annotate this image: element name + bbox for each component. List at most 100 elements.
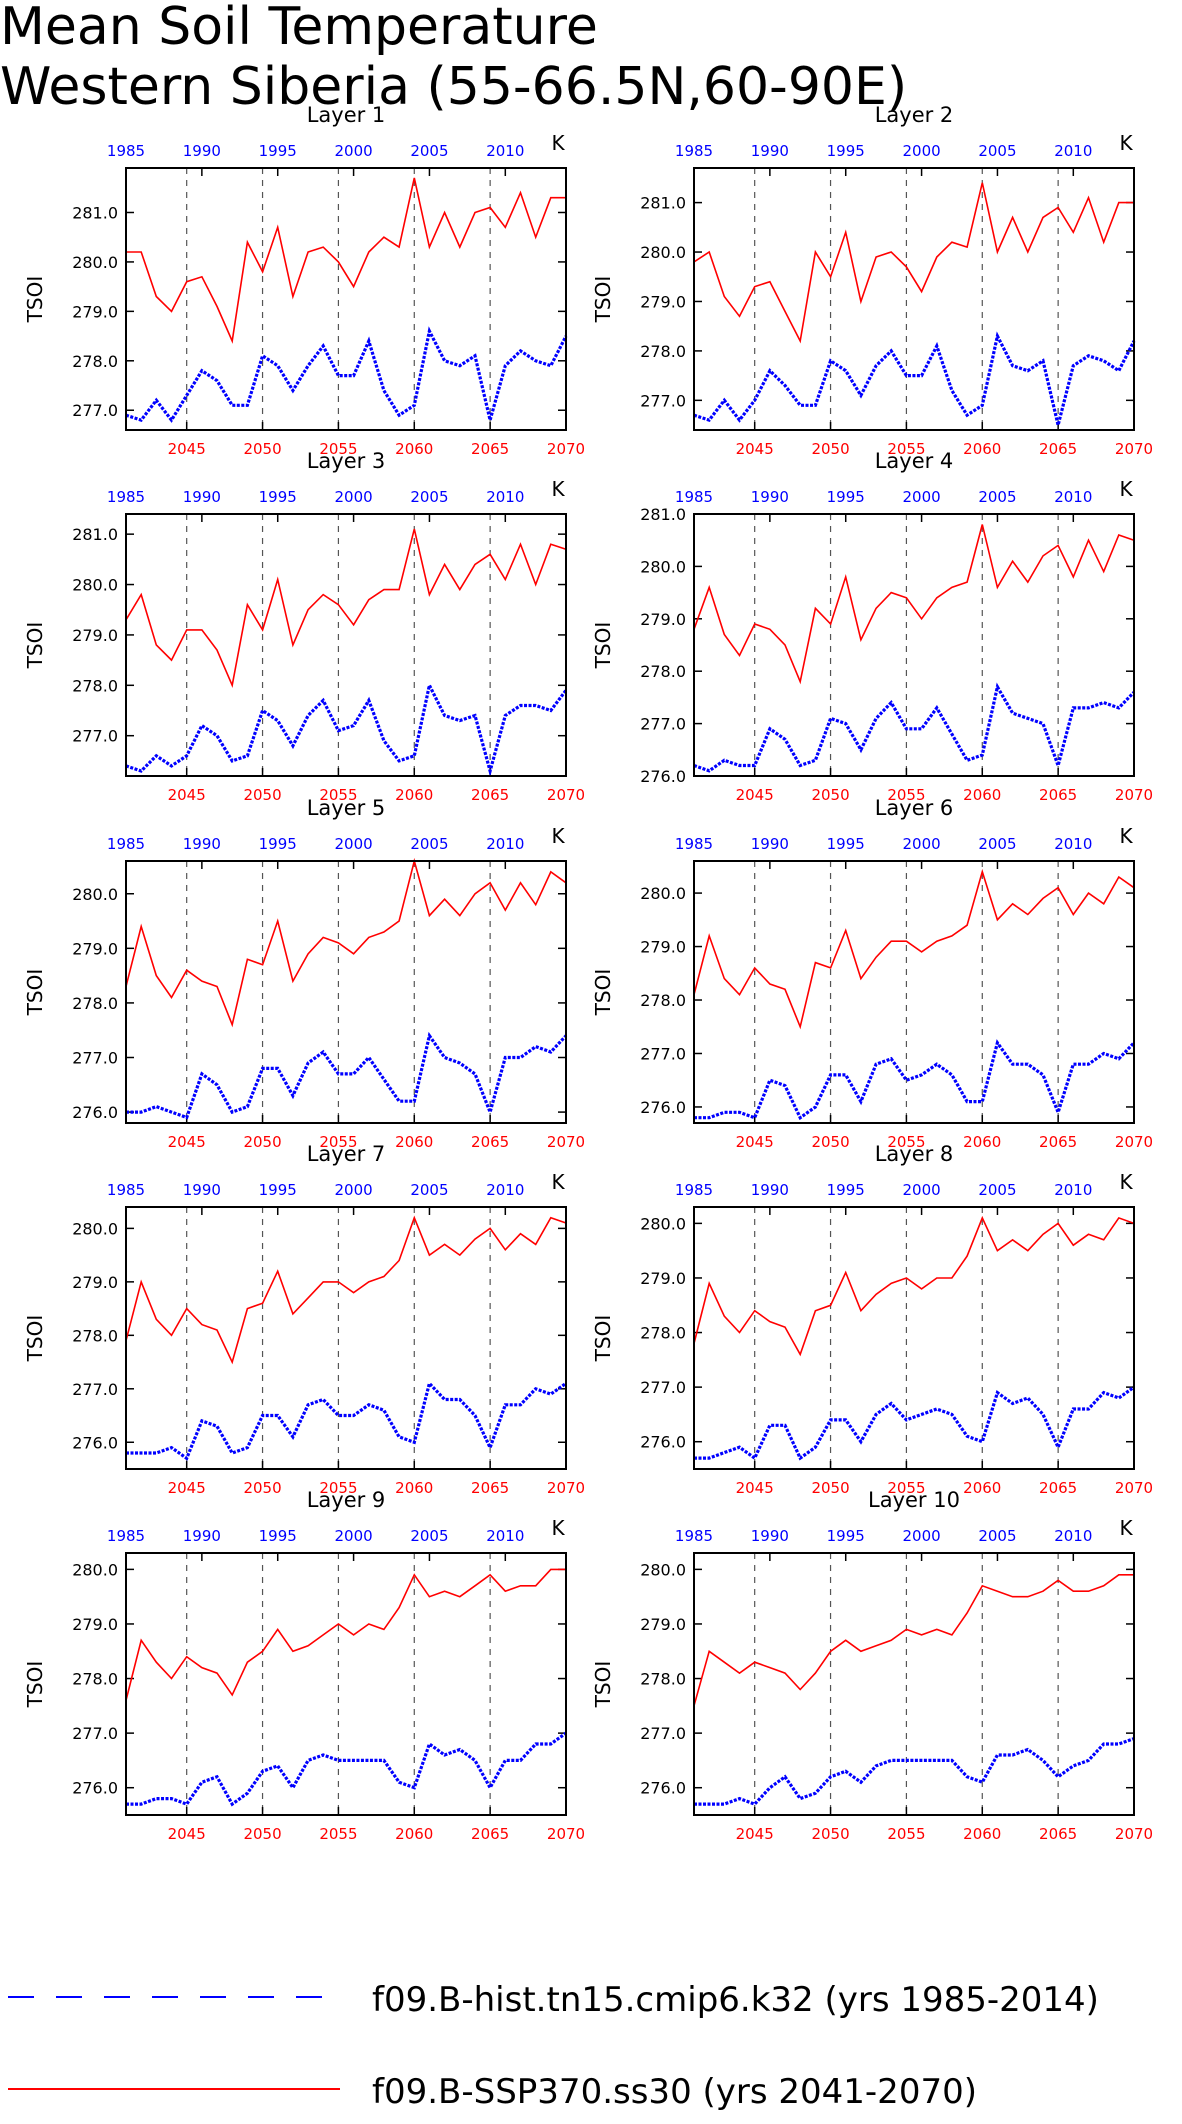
x-tick-label-top: 2005 [978, 1527, 1016, 1545]
series-line-ssp [126, 177, 566, 344]
y-tick-label: 277.0 [640, 1724, 686, 1743]
y-tick-label: 276.0 [640, 1098, 686, 1117]
x-tick-label-bottom: 2050 [811, 1479, 849, 1497]
series-line-hist [125, 680, 568, 778]
units-label: K [551, 477, 565, 501]
panel-title: Layer 3 [307, 449, 386, 473]
y-tick-label: 279.0 [640, 610, 686, 629]
x-tick-label-top: 2010 [1054, 142, 1092, 160]
y-axis-label: TSOI [591, 1315, 615, 1363]
x-tick-label-bottom: 2060 [963, 786, 1001, 804]
x-tick-label-bottom: 2065 [471, 1133, 509, 1151]
panel-layer-4: Layer 4 K TSOI 2045 2050 2055 2060 2065 2070 1985… [591, 449, 1153, 804]
x-tick-label-bottom: 2055 [887, 440, 925, 458]
panel-title: Layer 2 [875, 103, 954, 127]
x-tick-label-bottom: 2045 [168, 1479, 206, 1497]
x-tick-label-top: 2010 [486, 1181, 524, 1199]
series-line-ssp [125, 857, 567, 1028]
x-tick-label-top: 1985 [675, 142, 713, 160]
y-axis-label: TSOI [23, 276, 47, 324]
x-tick-label-top: 1985 [107, 835, 145, 853]
x-tick-label-bottom: 2060 [395, 1825, 433, 1843]
panel-layer-1: Layer 1 K TSOI 2045 2050 2055 2060 2065 2070 1985… [23, 103, 585, 458]
x-tick-label-bottom: 2065 [471, 1825, 509, 1843]
units-label: K [1119, 131, 1133, 155]
x-tick-label-top: 1990 [183, 1527, 221, 1545]
x-tick-label-top: 1995 [259, 1527, 297, 1545]
x-tick-label-bottom: 2060 [963, 1825, 1001, 1843]
units-label: K [551, 1170, 565, 1194]
x-tick-label-top: 1990 [751, 1527, 789, 1545]
panels: Layer 1 K TSOI 2045 2050 2055 2060 2065 2070 1985… [23, 103, 1153, 1843]
series-line-hist [125, 326, 568, 423]
x-tick-label-bottom: 2060 [963, 1133, 1001, 1151]
y-tick-label: 276.0 [72, 1103, 118, 1122]
x-tick-label-bottom: 2060 [395, 440, 433, 458]
x-tick-label-top: 1995 [259, 835, 297, 853]
x-tick-label-bottom: 2070 [547, 440, 585, 458]
x-tick-label-top: 1995 [827, 1527, 865, 1545]
x-tick-label-top: 2010 [1054, 835, 1092, 853]
y-tick-label: 278.0 [72, 1326, 118, 1345]
y-tick-label: 278.0 [72, 1670, 118, 1689]
x-tick-label-top: 2005 [410, 142, 448, 160]
panel-layer-2: Layer 2 K TSOI 2045 2050 2055 2060 2065 2070 1985… [591, 103, 1153, 458]
x-tick-label-top: 1985 [107, 1181, 145, 1199]
series-line-ssp [693, 1215, 1135, 1357]
x-tick-label-top: 1990 [183, 1181, 221, 1199]
y-tick-label: 278.0 [72, 676, 118, 695]
y-tick-label: 280.0 [640, 557, 686, 576]
y-axis-label: TSOI [591, 969, 615, 1017]
y-tick-label: 278.0 [640, 662, 686, 681]
x-tick-label-top: 1985 [675, 835, 713, 853]
plot-frame [125, 1552, 567, 1816]
x-tick-label-top: 1990 [751, 835, 789, 853]
y-tick-label: 279.0 [72, 1615, 118, 1634]
x-tick-label-top: 1990 [183, 142, 221, 160]
x-tick-label-bottom: 2065 [471, 440, 509, 458]
x-tick-label-top: 2000 [334, 1527, 372, 1545]
series-line-hist [694, 1737, 1135, 1806]
x-tick-label-bottom: 2050 [243, 440, 281, 458]
y-tick-label: 277.0 [640, 391, 686, 410]
x-tick-label-top: 2000 [334, 488, 372, 506]
y-tick-label: 278.0 [640, 1324, 686, 1343]
series-line-hist [126, 1031, 568, 1120]
x-tick-label-top: 2010 [486, 1527, 524, 1545]
x-tick-label-top: 1995 [259, 488, 297, 506]
series-line-hist [694, 1039, 1136, 1121]
y-tick-label: 280.0 [640, 1560, 686, 1579]
plot-frame [693, 167, 1135, 431]
x-tick-label-bottom: 2065 [471, 786, 509, 804]
plot-frame [693, 513, 1135, 777]
x-tick-label-top: 2010 [486, 142, 524, 160]
units-label: K [551, 824, 565, 848]
x-tick-label-bottom: 2045 [736, 1825, 774, 1843]
x-tick-label-top: 1995 [259, 1181, 297, 1199]
x-tick-label-bottom: 2060 [963, 1479, 1001, 1497]
series-line-hist [693, 682, 1136, 773]
x-tick-label-bottom: 2055 [887, 1133, 925, 1151]
y-axis-label: TSOI [23, 622, 47, 670]
plot-frame [693, 1552, 1135, 1816]
x-tick-label-bottom: 2050 [811, 1133, 849, 1151]
units-label: K [551, 131, 565, 155]
x-tick-label-top: 2000 [902, 1527, 940, 1545]
y-axis-label: TSOI [23, 1315, 47, 1363]
x-tick-label-top: 2010 [486, 488, 524, 506]
plot-frame [693, 860, 1135, 1124]
x-tick-label-top: 1985 [675, 488, 713, 506]
x-tick-label-bottom: 2045 [736, 1133, 774, 1151]
x-tick-label-bottom: 2055 [319, 786, 357, 804]
x-tick-label-bottom: 2045 [168, 1133, 206, 1151]
figure-title-line2: Western Siberia (55-66.5N,60-90E) [0, 57, 907, 117]
y-tick-label: 280.0 [640, 243, 686, 262]
x-tick-label-top: 2005 [410, 835, 448, 853]
y-tick-label: 277.0 [72, 1049, 118, 1068]
y-tick-label: 281.0 [72, 525, 118, 544]
x-tick-label-bottom: 2045 [736, 786, 774, 804]
x-tick-label-bottom: 2055 [319, 440, 357, 458]
series-line-ssp [125, 1568, 566, 1701]
y-tick-label: 279.0 [640, 938, 686, 957]
